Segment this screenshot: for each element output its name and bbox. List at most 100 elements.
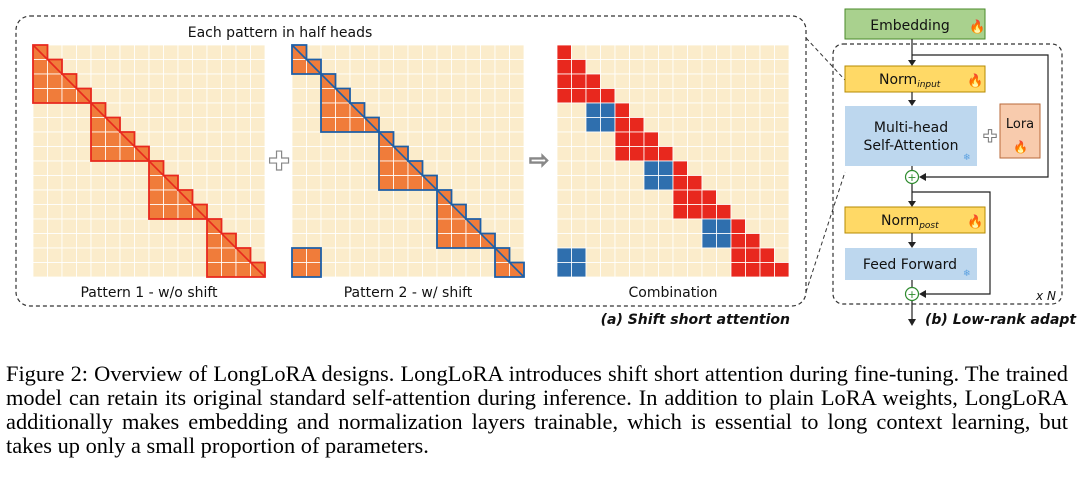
grid-cell bbox=[451, 88, 467, 104]
attended-cell bbox=[393, 160, 409, 176]
attended-cell bbox=[291, 59, 307, 75]
grid-cell bbox=[614, 218, 630, 234]
grid-cell bbox=[745, 146, 761, 162]
grid-cell bbox=[585, 247, 601, 263]
grid-cell bbox=[378, 117, 394, 133]
grid-cell bbox=[585, 160, 601, 176]
grid-cell bbox=[422, 262, 438, 278]
grid-cell bbox=[759, 44, 775, 60]
norm-input-fire-icon: 🔥 bbox=[967, 73, 983, 89]
grid-cell bbox=[76, 189, 92, 205]
grid-cell bbox=[119, 117, 135, 133]
grid-cell bbox=[629, 160, 645, 176]
grid-cell bbox=[192, 175, 208, 191]
grid-cell bbox=[221, 175, 237, 191]
grid-cell bbox=[716, 131, 732, 147]
grid-cell bbox=[47, 44, 63, 60]
grid-cell bbox=[422, 44, 438, 60]
grid-cell bbox=[221, 88, 237, 104]
grid-cell bbox=[393, 131, 409, 147]
grid-cell bbox=[76, 146, 92, 162]
grid-cell bbox=[643, 88, 659, 104]
grid-cell bbox=[494, 175, 510, 191]
grid-cell bbox=[629, 102, 645, 118]
grid-cell bbox=[291, 146, 307, 162]
grid-cell bbox=[600, 218, 616, 234]
grid-cell bbox=[393, 59, 409, 75]
wrapped-block-outline bbox=[291, 247, 322, 278]
diagonal-cell bbox=[672, 160, 688, 176]
attended-cell bbox=[90, 117, 106, 133]
grid-cell bbox=[134, 44, 150, 60]
grid-cell bbox=[335, 204, 351, 220]
grid-cell bbox=[745, 204, 761, 220]
attended-cell bbox=[105, 131, 121, 147]
grid-cell bbox=[716, 44, 732, 60]
panel-a-header: Each pattern in half heads bbox=[188, 25, 373, 41]
diagonal-line bbox=[291, 44, 525, 278]
grid-cell bbox=[349, 233, 365, 249]
grid-cell bbox=[47, 247, 63, 263]
plus-icon: ✚ bbox=[268, 147, 290, 177]
grid-cell bbox=[730, 160, 746, 176]
grid-cell bbox=[163, 59, 179, 75]
grid-cell bbox=[509, 233, 525, 249]
grid-cell bbox=[701, 102, 717, 118]
grid-cell bbox=[134, 160, 150, 176]
diagonal-line bbox=[32, 44, 266, 278]
grid-cell bbox=[206, 131, 222, 147]
grid-cell bbox=[745, 131, 761, 147]
grid-cell bbox=[571, 175, 587, 191]
attended-cell bbox=[320, 102, 336, 118]
grid-cell bbox=[774, 247, 790, 263]
grid-cell bbox=[76, 262, 92, 278]
grid-cell bbox=[76, 131, 92, 147]
grid-cell bbox=[76, 73, 92, 89]
norm-post-label: Normpost bbox=[881, 213, 939, 231]
grid-cell bbox=[76, 218, 92, 234]
grid-cell bbox=[32, 146, 48, 162]
norm-input-label: Norminput bbox=[879, 72, 941, 90]
grid-cell bbox=[571, 102, 587, 118]
attended-cell bbox=[436, 218, 452, 234]
grid-cell bbox=[687, 131, 703, 147]
pattern2-cell bbox=[556, 262, 572, 278]
attention-label-line2: Self-Attention bbox=[864, 138, 959, 154]
grid-cell bbox=[250, 117, 266, 133]
grid-cell bbox=[730, 131, 746, 147]
grid-cell bbox=[643, 262, 659, 278]
grid-cell bbox=[335, 131, 351, 147]
grid-cell bbox=[658, 102, 674, 118]
grid-cell bbox=[509, 73, 525, 89]
attended-cell bbox=[335, 117, 351, 133]
grid-cell bbox=[494, 73, 510, 89]
grid-cell bbox=[221, 218, 237, 234]
grid-cell bbox=[393, 218, 409, 234]
grid-cell bbox=[364, 146, 380, 162]
grid-cell bbox=[250, 59, 266, 75]
block-outline bbox=[148, 160, 208, 220]
grid-cell bbox=[716, 175, 732, 191]
grid-cell bbox=[206, 160, 222, 176]
attended-cell bbox=[349, 117, 365, 133]
grid-cell bbox=[163, 102, 179, 118]
grid-cell bbox=[480, 131, 496, 147]
lora-box bbox=[999, 103, 1041, 159]
grid-cell bbox=[759, 233, 775, 249]
grid-cell bbox=[306, 218, 322, 234]
grid-cell bbox=[235, 44, 251, 60]
grid-cell bbox=[436, 262, 452, 278]
grid-cell bbox=[436, 88, 452, 104]
grid-cell bbox=[349, 131, 365, 147]
grid-cell bbox=[745, 73, 761, 89]
lora-label: Lora bbox=[1006, 117, 1034, 132]
grid-cell bbox=[148, 73, 164, 89]
grid-cell bbox=[480, 59, 496, 75]
grid-cell bbox=[320, 218, 336, 234]
block-outline bbox=[378, 131, 438, 191]
grid-cell bbox=[47, 218, 63, 234]
grid-cell bbox=[571, 189, 587, 205]
grid-cell bbox=[774, 204, 790, 220]
attended-cell bbox=[206, 233, 222, 249]
embedding-box bbox=[844, 8, 986, 40]
